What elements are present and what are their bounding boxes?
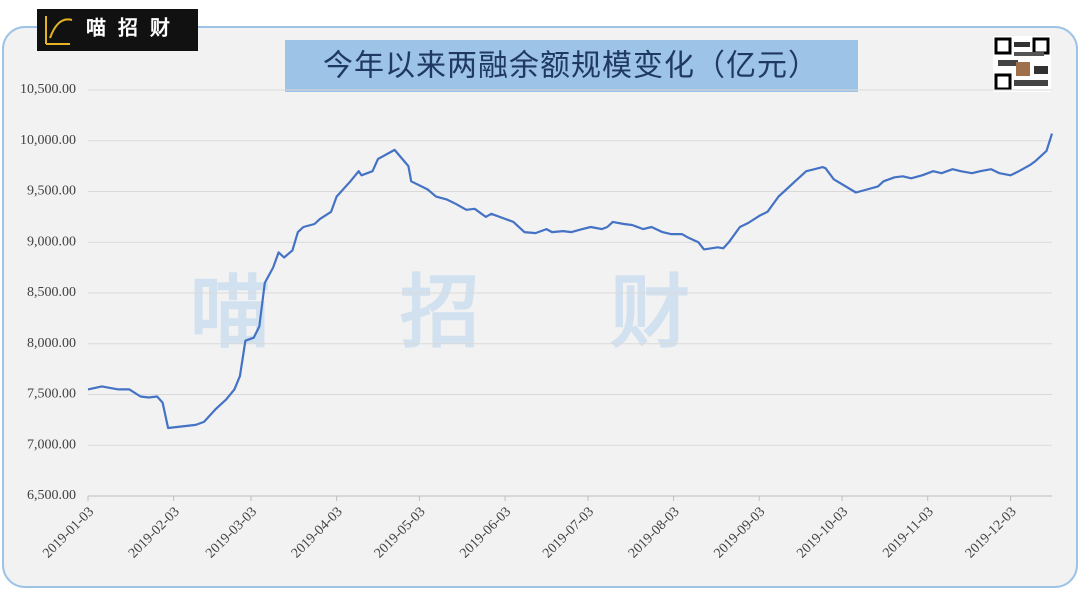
qr-code	[993, 36, 1051, 92]
watermark: 喵招财	[190, 266, 820, 359]
y-tick-label: 10,500.00	[20, 82, 76, 97]
y-tick-label: 6,500.00	[27, 488, 76, 503]
y-tick-label: 9,000.00	[27, 234, 76, 249]
frame	[2, 26, 1078, 588]
chart-title: 今年以来两融余额规模变化（亿元）	[323, 49, 819, 84]
logo-text: 喵招财	[86, 16, 182, 40]
y-tick-label: 10,000.00	[20, 133, 76, 148]
y-tick-label: 8,500.00	[27, 285, 76, 300]
series-line	[87, 133, 1054, 430]
y-tick-label: 7,500.00	[27, 387, 76, 402]
y-tick-label: 7,000.00	[27, 437, 76, 452]
y-tick-label: 8,000.00	[27, 336, 76, 351]
title-box	[285, 40, 858, 92]
logo-icon	[45, 16, 73, 45]
y-tick-label: 9,500.00	[27, 184, 76, 199]
